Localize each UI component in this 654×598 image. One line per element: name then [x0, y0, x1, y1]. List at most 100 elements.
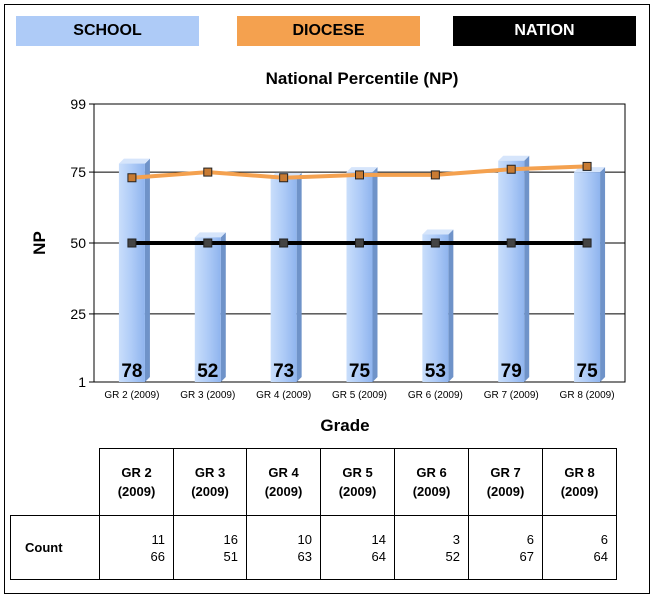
school-bar — [118, 163, 145, 382]
x-axis-label: Grade — [320, 416, 369, 435]
legend-school: SCHOOL — [16, 16, 199, 46]
nation-marker — [127, 238, 137, 248]
count-value-top: 11 — [151, 531, 166, 547]
diocese-marker — [355, 170, 364, 180]
table-header-cell: GR 6 (2009) — [394, 448, 469, 516]
nation-marker — [203, 238, 213, 248]
header-grade: GR 8 — [564, 465, 595, 480]
x-tick-label: GR 8 (2009) — [560, 390, 615, 401]
bar-side — [448, 229, 454, 382]
bar-value-label: 75 — [349, 361, 371, 382]
table-header-cell: GR 3 (2009) — [173, 448, 247, 516]
y-tick-label: 25 — [70, 306, 86, 322]
bar-top — [498, 155, 530, 161]
header-year: (2009) — [191, 484, 229, 499]
bar-value-label: 52 — [197, 361, 218, 382]
table-header-cell: GR 5 (2009) — [320, 448, 395, 516]
count-value-bottom: 52 — [445, 548, 460, 564]
count-value-bottom: 64 — [371, 548, 386, 564]
count-value-top: 10 — [297, 531, 312, 547]
legend-nation-label: NATION — [514, 22, 575, 39]
count-row-label: Count — [10, 515, 100, 580]
count-value-bottom: 67 — [519, 548, 534, 564]
school-bar — [346, 172, 373, 382]
x-tick-label: GR 5 (2009) — [332, 390, 387, 401]
count-value-top: 6 — [526, 531, 534, 547]
count-value-bottom: 51 — [223, 548, 238, 564]
school-bar — [422, 234, 449, 382]
table-header-cell: GR 2 (2009) — [99, 448, 174, 516]
count-cell: 6 64 — [542, 515, 617, 580]
header-year: (2009) — [338, 484, 377, 499]
nation-marker — [279, 238, 289, 248]
bar-side — [372, 167, 378, 382]
bar-top — [422, 229, 454, 235]
count-cell: 16 51 — [173, 515, 247, 580]
bar-top — [194, 232, 226, 238]
nation-marker — [355, 238, 364, 248]
count-value-top: 6 — [600, 531, 608, 547]
y-tick-label: 75 — [70, 164, 86, 180]
nation-marker — [506, 238, 516, 248]
header-grade: GR 6 — [416, 465, 447, 480]
header-grade: GR 4 — [268, 465, 299, 480]
table-header-cell: GR 8 (2009) — [542, 448, 617, 516]
y-tick-label: 50 — [70, 235, 86, 251]
table-header-cell: GR 7 (2009) — [468, 448, 543, 516]
header-grade: GR 5 — [342, 465, 373, 480]
header-year: (2009) — [486, 484, 525, 499]
count-cell: 3 52 — [394, 515, 469, 580]
bar-top — [346, 167, 378, 173]
school-bar — [270, 177, 297, 382]
np-chart: National Percentile (NP) 1 25 50 75 99 78 52 73… — [30, 69, 626, 435]
header-year: (2009) — [412, 484, 451, 499]
bar-side — [600, 167, 606, 382]
x-tick-label: GR 7 (2009) — [484, 390, 539, 401]
school-bar — [574, 172, 601, 382]
x-tick-label: GR 6 (2009) — [408, 390, 463, 401]
y-tick-label: 1 — [78, 374, 86, 390]
diocese-marker — [279, 173, 289, 183]
diocese-marker — [203, 167, 213, 177]
legend-nation: NATION — [453, 16, 636, 46]
y-tick-label: 99 — [70, 96, 86, 112]
bar-side — [524, 155, 530, 382]
school-bar — [498, 160, 525, 382]
count-cell: 10 63 — [246, 515, 321, 580]
bar-value-label: 73 — [273, 361, 294, 382]
bar-value-label: 78 — [121, 361, 142, 382]
diocese-marker — [506, 164, 516, 174]
legend-diocese-label: DIOCESE — [292, 22, 365, 39]
chart-title: National Percentile (NP) — [266, 69, 459, 88]
diocese-marker — [127, 173, 137, 183]
header-year: (2009) — [560, 484, 599, 499]
count-value-top: 3 — [452, 531, 460, 547]
y-axis-label: NP — [30, 231, 49, 255]
bar-side — [296, 172, 302, 382]
bar-side — [220, 232, 226, 382]
count-value-bottom: 63 — [297, 548, 312, 564]
bar-top — [118, 158, 150, 164]
header-grade: GR 7 — [490, 465, 521, 480]
bar-value-label: 79 — [501, 361, 522, 382]
count-value-top: 16 — [223, 531, 238, 547]
count-value-bottom: 66 — [150, 548, 165, 564]
bar-side — [144, 158, 150, 382]
bar-value-label: 75 — [577, 361, 599, 382]
count-cell: 14 64 — [320, 515, 395, 580]
x-tick-label: GR 2 (2009) — [104, 390, 159, 401]
count-value-bottom: 64 — [593, 548, 608, 564]
count-cell: 11 66 — [99, 515, 174, 580]
count-cell: 6 67 — [468, 515, 543, 580]
header-grade: GR 3 — [194, 465, 226, 480]
count-label: Count — [25, 540, 63, 555]
legend-diocese: DIOCESE — [237, 16, 420, 46]
bar-value-label: 53 — [425, 361, 446, 382]
diocese-marker — [582, 161, 592, 171]
x-tick-label: GR 4 (2009) — [256, 390, 311, 401]
nation-marker — [430, 238, 440, 248]
header-year: (2009) — [117, 484, 156, 499]
header-grade: GR 2 — [121, 465, 152, 480]
x-tick-label: GR 3 (2009) — [180, 390, 235, 401]
count-value-top: 14 — [371, 531, 386, 547]
